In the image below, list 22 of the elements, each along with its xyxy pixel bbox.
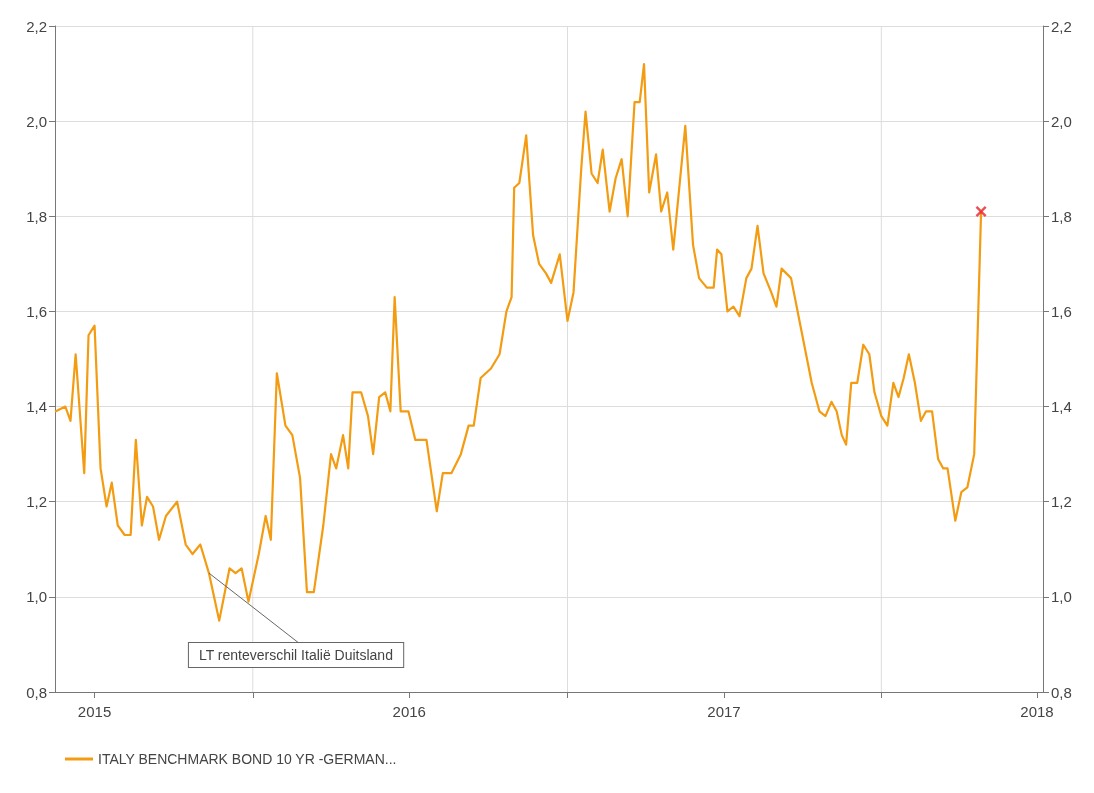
y2-tick-label: 1,8 [1051,207,1072,225]
y-tick-label: 0,8 [26,683,47,701]
y-tick-label: 1,8 [26,207,47,225]
y2-tick-label: 1,0 [1051,588,1072,606]
y-tick-label: 1,4 [26,398,47,416]
y2-tick-label: 2,2 [1051,17,1072,35]
y2-tick-label: 0,8 [1051,683,1072,701]
x-tick-label: 2015 [77,703,112,720]
y-tick-label: 1,6 [26,302,47,320]
legend-label: ITALY BENCHMARK BOND 10 YR -GERMAN... [98,751,397,767]
y-tick-label: 2,0 [26,112,47,130]
y-tick-label: 1,2 [26,493,47,511]
x-tick-label: 2016 [392,703,426,720]
x-tick-label: 2017 [707,703,741,720]
y2-tick-label: 1,2 [1051,493,1072,511]
y-tick-label: 2,2 [26,17,47,35]
annotation: LT renteverschil Italië Duitsland [198,647,393,664]
y-tick-label: 1,0 [26,588,47,606]
y2-tick-label: 1,4 [1051,398,1072,416]
y2-tick-label: 2,0 [1051,112,1072,130]
y2-tick-label: 1,6 [1051,302,1072,320]
x-tick-label: 2018 [1020,703,1054,720]
